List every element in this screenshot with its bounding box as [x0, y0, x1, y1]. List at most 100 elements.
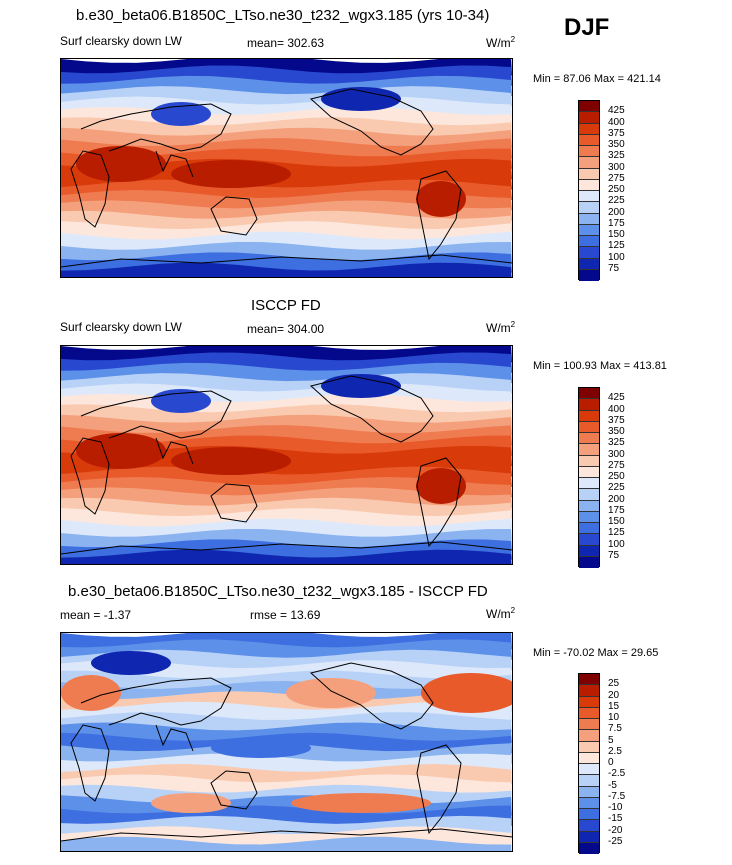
colorbar-swatch	[579, 224, 599, 236]
panel2-minmax: Min = 100.93 Max = 413.81	[533, 360, 667, 372]
colorbar-tick-label: 375	[608, 414, 625, 426]
colorbar-tick-label: 200	[608, 206, 625, 218]
panel3-mean: mean = -1.37	[60, 608, 132, 622]
colorbar-swatch	[579, 247, 599, 259]
colorbar-swatch	[579, 719, 599, 731]
colorbar-swatch	[579, 764, 599, 776]
colorbar-tick-label: 200	[608, 493, 625, 505]
panel2-variable: Surf clearsky down LW	[60, 320, 182, 334]
panel2-units: W/m2	[486, 320, 516, 335]
colorbar-swatch	[579, 269, 599, 281]
colorbar-swatch	[579, 157, 599, 169]
colorbar-swatch	[579, 556, 599, 568]
colorbar-tick-label: 15	[608, 700, 620, 712]
panel3-units: W/m2	[486, 606, 516, 621]
colorbar-swatch	[579, 112, 599, 124]
colorbar-tick-label: 350	[608, 139, 625, 150]
colorbar-tick-label: 2.5	[608, 745, 622, 757]
colorbar-tick-label: -15	[608, 813, 623, 825]
panel1-colorbar	[578, 100, 600, 281]
colorbar-swatch	[579, 478, 599, 490]
colorbar-tick-label: -7.5	[608, 790, 626, 802]
colorbar-swatch	[579, 236, 599, 248]
colorbar-tick-label: 20	[608, 689, 620, 701]
panel3-heatmap	[61, 633, 512, 851]
colorbar-swatch	[579, 511, 599, 523]
colorbar-swatch	[579, 523, 599, 535]
colorbar-tick-label: 100	[608, 251, 625, 263]
colorbar-swatch	[579, 101, 599, 113]
colorbar-swatch	[579, 146, 599, 158]
colorbar-swatch	[579, 123, 599, 135]
colorbar-swatch	[579, 202, 599, 214]
colorbar-swatch	[579, 399, 599, 411]
colorbar-tick-label: 275	[608, 459, 625, 471]
colorbar-tick-label: -25	[608, 835, 623, 847]
panel1-title: b.e30_beta06.B1850C_LTso.ne30_t232_wgx3.…	[76, 7, 490, 24]
panel1-heatmap	[61, 59, 512, 277]
colorbar-swatch	[579, 433, 599, 445]
colorbar-swatch	[579, 421, 599, 433]
colorbar-swatch	[579, 685, 599, 697]
panel2-mean: mean= 304.00	[247, 322, 325, 336]
colorbar-tick-label: 250	[608, 184, 625, 195]
colorbar-tick-label: 400	[608, 403, 625, 415]
panel2-colorbar	[578, 387, 600, 568]
colorbar-tick-label: 150	[608, 229, 625, 240]
colorbar-swatch	[579, 179, 599, 191]
colorbar-swatch	[579, 466, 599, 478]
colorbar-tick-label: -20	[608, 824, 623, 836]
colorbar-swatch	[579, 191, 599, 203]
colorbar-tick-label: -10	[608, 802, 623, 813]
colorbar-tick-label: 425	[608, 105, 625, 117]
colorbar-tick-label: 300	[608, 161, 625, 173]
colorbar-swatch	[579, 489, 599, 501]
colorbar-swatch	[579, 388, 599, 400]
colorbar-swatch	[579, 500, 599, 512]
colorbar-tick-label: 100	[608, 538, 625, 550]
colorbar-swatch	[579, 831, 599, 843]
colorbar-tick-label: 0	[608, 757, 614, 768]
colorbar-tick-label: 175	[608, 504, 625, 516]
colorbar-swatch	[579, 820, 599, 832]
colorbar-tick-label: 250	[608, 471, 625, 482]
colorbar-tick-label: 125	[608, 240, 625, 252]
panel2-heatmap	[61, 346, 512, 564]
colorbar-swatch	[579, 752, 599, 764]
colorbar-tick-label: 175	[608, 217, 625, 229]
colorbar-swatch	[579, 410, 599, 422]
colorbar-tick-label: -5	[608, 779, 617, 791]
colorbar-swatch	[579, 696, 599, 708]
panel3-minmax: Min = -70.02 Max = 29.65	[533, 647, 659, 659]
panel2-title: ISCCP FD	[251, 297, 321, 314]
colorbar-tick-label: 10	[608, 712, 620, 723]
colorbar-tick-label: 7.5	[608, 723, 622, 735]
colorbar-swatch	[579, 168, 599, 180]
colorbar-swatch	[579, 707, 599, 719]
colorbar-tick-label: 275	[608, 172, 625, 184]
colorbar-tick-label: 125	[608, 527, 625, 539]
colorbar-swatch	[579, 134, 599, 146]
panel3-colorbar	[578, 673, 600, 854]
colorbar-tick-label: 75	[608, 262, 620, 274]
colorbar-swatch	[579, 455, 599, 467]
panel1-minmax: Min = 87.06 Max = 421.14	[533, 73, 661, 85]
panel3-title: b.e30_beta06.B1850C_LTso.ne30_t232_wgx3.…	[68, 583, 488, 600]
colorbar-tick-label: 325	[608, 437, 625, 449]
colorbar-swatch	[579, 730, 599, 742]
colorbar-swatch	[579, 809, 599, 821]
colorbar-tick-label: 425	[608, 392, 625, 404]
colorbar-swatch	[579, 534, 599, 546]
colorbar-tick-label: 75	[608, 549, 620, 561]
colorbar-swatch	[579, 444, 599, 456]
colorbar-swatch	[579, 842, 599, 854]
colorbar-tick-label: -2.5	[608, 768, 626, 780]
colorbar-tick-label: 325	[608, 150, 625, 162]
panel3-rmse: rmse = 13.69	[250, 608, 321, 622]
colorbar-swatch	[579, 258, 599, 270]
colorbar-tick-label: 25	[608, 678, 620, 690]
colorbar-tick-label: 225	[608, 195, 625, 207]
colorbar-tick-label: 400	[608, 116, 625, 128]
panel3-map	[60, 632, 513, 852]
colorbar-tick-label: 150	[608, 516, 625, 527]
